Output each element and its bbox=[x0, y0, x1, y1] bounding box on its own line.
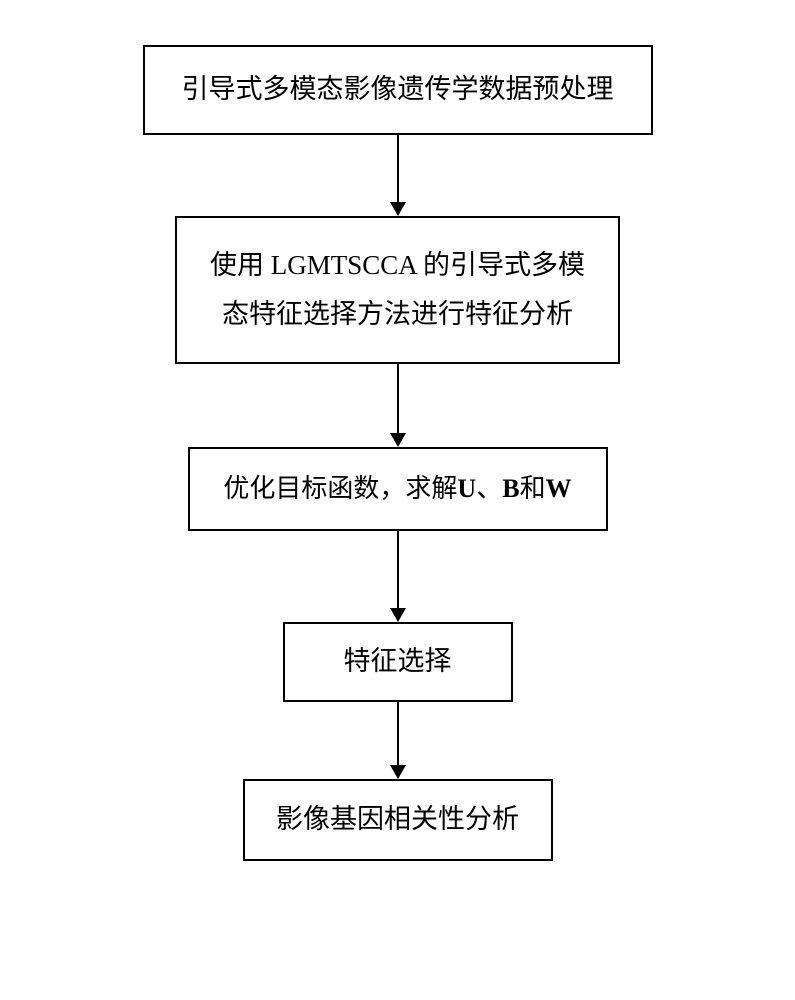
flowchart-node-4: 特征选择 bbox=[283, 622, 513, 702]
node-3-bold-w: W bbox=[546, 474, 572, 503]
arrow-3 bbox=[390, 531, 406, 622]
node-3-sep2: 和 bbox=[520, 474, 546, 503]
arrow-1-head bbox=[390, 202, 406, 216]
flowchart-container: 引导式多模态影像遗传学数据预处理 使用 LGMTSCCA 的引导式多模 态特征选… bbox=[140, 45, 655, 861]
arrow-4-line bbox=[397, 702, 399, 766]
node-4-text: 特征选择 bbox=[344, 640, 452, 683]
node-3-bold-b: B bbox=[502, 474, 519, 503]
node-2-line1: 使用 LGMTSCCA 的引导式多模 bbox=[210, 250, 585, 280]
node-3-text: 优化目标函数，求解U、B和W bbox=[223, 468, 571, 510]
flowchart-node-2: 使用 LGMTSCCA 的引导式多模 态特征选择方法进行特征分析 bbox=[175, 216, 620, 364]
arrow-1-line bbox=[397, 135, 399, 203]
node-1-text: 引导式多模态影像遗传学数据预处理 bbox=[182, 68, 614, 111]
arrow-4 bbox=[390, 702, 406, 779]
flowchart-node-1: 引导式多模态影像遗传学数据预处理 bbox=[143, 45, 653, 135]
node-2-line2: 态特征选择方法进行特征分析 bbox=[222, 299, 573, 329]
arrow-2-line bbox=[397, 364, 399, 434]
arrow-3-line bbox=[397, 531, 399, 609]
arrow-4-head bbox=[390, 765, 406, 779]
arrow-3-head bbox=[390, 608, 406, 622]
arrow-1 bbox=[390, 135, 406, 216]
node-2-text: 使用 LGMTSCCA 的引导式多模 态特征选择方法进行特征分析 bbox=[210, 241, 585, 338]
flowchart-node-5: 影像基因相关性分析 bbox=[243, 779, 553, 861]
node-5-text: 影像基因相关性分析 bbox=[276, 798, 519, 841]
arrow-2-head bbox=[390, 433, 406, 447]
node-3-sep1: 、 bbox=[476, 474, 502, 503]
node-3-prefix: 优化目标函数，求解 bbox=[223, 474, 457, 503]
node-3-bold-u: U bbox=[457, 474, 476, 503]
arrow-2 bbox=[390, 364, 406, 447]
flowchart-node-3: 优化目标函数，求解U、B和W bbox=[188, 447, 608, 531]
